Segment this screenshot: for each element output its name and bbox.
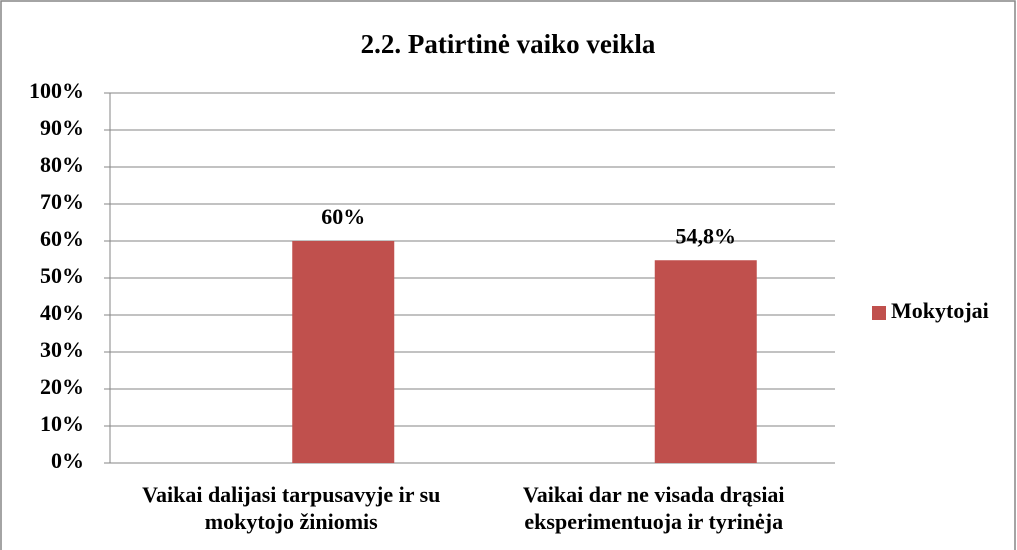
bar [654,260,757,463]
y-tick-label: 50% [40,263,84,288]
y-tick-label: 30% [40,337,84,362]
y-tick-label: 80% [40,152,84,177]
y-tick-label: 100% [29,78,84,103]
legend-label: Mokytojai [891,298,989,323]
x-tick-label: Vaikai dalijasi tarpusavyje ir su mokyto… [142,482,441,534]
y-tick-label: 20% [40,374,84,399]
y-tick-label: 0% [51,448,84,473]
y-tick-label: 70% [40,189,84,214]
y-tick-label: 60% [40,226,84,251]
x-label-box: Vaikai dalijasi tarpusavyje ir su mokyto… [142,482,441,534]
bar [292,241,395,463]
y-tick-label: 90% [40,115,84,140]
y-tick-label: 10% [40,411,84,436]
x-label-box: Vaikai dar ne visada drąsiai eksperiment… [522,482,785,534]
y-tick-label: 40% [40,300,84,325]
x-tick-label: Vaikai dar ne visada drąsiai eksperiment… [522,482,785,534]
chart-title: 2.2. Patirtinė vaiko veikla [361,29,656,59]
data-label: 54,8% [676,223,737,248]
data-label: 60% [321,204,365,229]
legend-swatch [872,306,886,320]
